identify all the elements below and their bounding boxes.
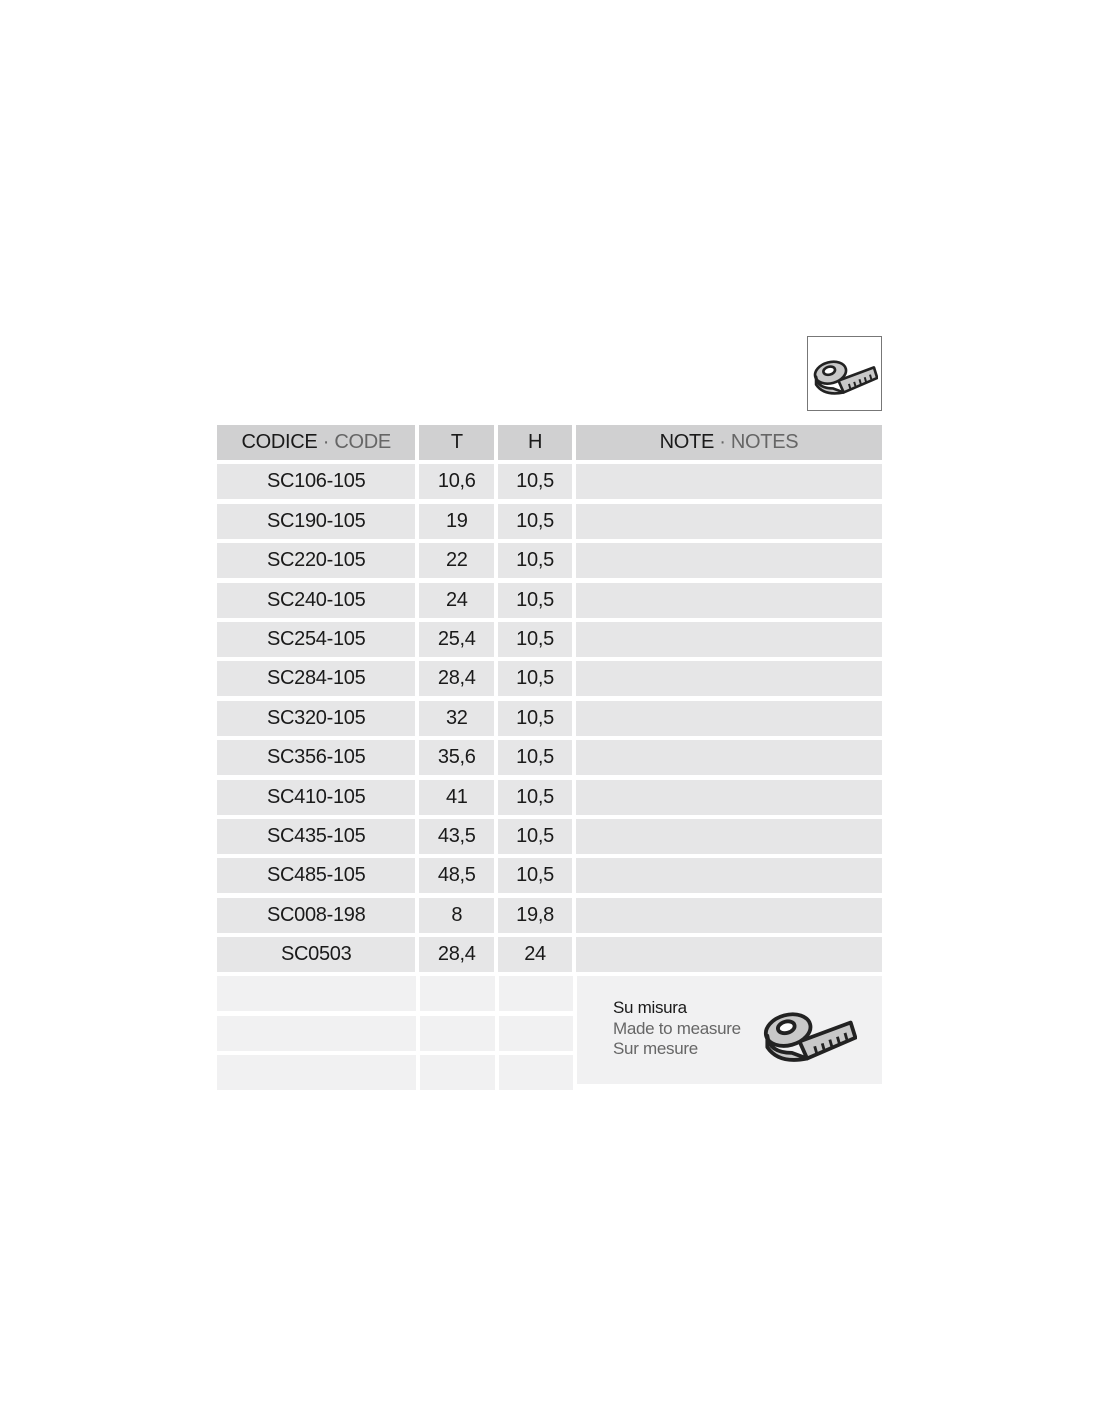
cell-note	[575, 700, 882, 736]
empty-row	[217, 976, 577, 1012]
empty-row	[217, 1055, 577, 1091]
cell-code	[217, 1015, 416, 1051]
cell-code: SC356-105	[217, 740, 416, 776]
cell-h	[499, 1055, 573, 1091]
table-row: SC240-105 24 10,5	[217, 582, 882, 618]
header-code-en: CODE	[334, 431, 391, 453]
cell-code: SC485-105	[217, 858, 416, 894]
cell-h: 10,5	[498, 661, 572, 697]
cell-h: 10,5	[498, 740, 572, 776]
cell-t: 19	[419, 503, 495, 539]
separator: ·	[317, 431, 335, 453]
cell-note	[575, 740, 882, 776]
cell-t: 48,5	[419, 858, 495, 894]
cell-code: SC320-105	[217, 700, 416, 736]
cell-note	[575, 464, 882, 500]
cell-t	[420, 1015, 495, 1051]
cell-code: SC284-105	[217, 661, 416, 697]
cell-t: 28,4	[419, 937, 495, 973]
cell-code: SC0503	[217, 937, 416, 973]
header-code: CODICE · CODE	[217, 425, 416, 460]
cell-code: SC240-105	[217, 582, 416, 618]
cell-t	[420, 976, 495, 1012]
table-row: SC190-105 19 10,5	[217, 503, 882, 539]
cell-t: 24	[419, 582, 495, 618]
cell-h: 10,5	[498, 582, 572, 618]
measuring-tape-icon	[807, 336, 882, 411]
header-notes-en: NOTES	[730, 431, 799, 453]
cell-h: 10,5	[498, 543, 572, 579]
cell-note	[575, 897, 882, 933]
table-row: SC0503 28,4 24	[217, 937, 882, 973]
cell-t: 25,4	[419, 621, 495, 657]
cell-h: 10,5	[498, 464, 572, 500]
cell-note	[575, 818, 882, 854]
cell-note	[575, 661, 882, 697]
header-notes-it: NOTE	[659, 431, 715, 453]
cell-h: 24	[498, 937, 572, 973]
cell-code: SC106-105	[217, 464, 416, 500]
cell-h: 10,5	[498, 779, 572, 815]
table-row: SC254-105 25,4 10,5	[217, 621, 882, 657]
header-h: H	[498, 425, 572, 460]
cell-h	[499, 976, 573, 1012]
header-notes: NOTE · NOTES	[575, 425, 882, 460]
table-header: CODICE · CODE T H NOTE · NOTES	[217, 425, 882, 460]
made-to-measure-it: Su misura	[613, 998, 687, 1018]
table-row: SC220-105 22 10,5	[217, 543, 882, 579]
cell-h: 19,8	[498, 897, 572, 933]
measuring-tape-icon	[761, 996, 858, 1073]
cell-t: 8	[419, 897, 495, 933]
table-row: SC284-105 28,4 10,5	[217, 661, 882, 697]
table-row: SC410-105 41 10,5	[217, 779, 882, 815]
cell-h: 10,5	[498, 503, 572, 539]
table-row: SC106-105 10,6 10,5	[217, 464, 882, 500]
cell-note	[575, 621, 882, 657]
table-row: SC008-198 8 19,8	[217, 897, 882, 933]
cell-t: 35,6	[419, 740, 495, 776]
cell-t: 41	[419, 779, 495, 815]
separator: ·	[714, 431, 731, 453]
cell-code: SC190-105	[217, 503, 416, 539]
header-t: T	[419, 425, 495, 460]
cell-code: SC008-198	[217, 897, 416, 933]
made-to-measure-en: Made to measure	[613, 1018, 741, 1038]
cell-t: 10,6	[419, 464, 495, 500]
product-table: CODICE · CODE T H NOTE · NOTES SC106-105…	[217, 425, 882, 1091]
cell-note	[575, 503, 882, 539]
cell-code: SC435-105	[217, 818, 416, 854]
table-row: SC320-105 32 10,5	[217, 700, 882, 736]
cell-h	[499, 1015, 573, 1051]
cell-code	[217, 1055, 416, 1091]
made-to-measure-cell: Su misura Made to measure Sur mesure	[577, 976, 882, 1085]
cell-h: 10,5	[498, 700, 572, 736]
table-row: SC356-105 35,6 10,5	[217, 740, 882, 776]
cell-note	[575, 543, 882, 579]
table-row: SC435-105 43,5 10,5	[217, 818, 882, 854]
cell-t: 22	[419, 543, 495, 579]
cell-t: 28,4	[419, 661, 495, 697]
made-to-measure-section: Su misura Made to measure Sur mesure	[217, 976, 882, 1091]
cell-h: 10,5	[498, 858, 572, 894]
cell-h: 10,5	[498, 818, 572, 854]
cell-note	[575, 779, 882, 815]
cell-code	[217, 976, 416, 1012]
cell-note	[575, 937, 882, 973]
made-to-measure-fr: Sur mesure	[613, 1039, 698, 1059]
cell-t: 43,5	[419, 818, 495, 854]
cell-h: 10,5	[498, 621, 572, 657]
cell-code: SC220-105	[217, 543, 416, 579]
cell-t	[420, 1055, 495, 1091]
cell-note	[575, 858, 882, 894]
table-row: SC485-105 48,5 10,5	[217, 858, 882, 894]
cell-t: 32	[419, 700, 495, 736]
empty-row	[217, 1015, 577, 1051]
cell-note	[575, 582, 882, 618]
cell-code: SC254-105	[217, 621, 416, 657]
header-code-it: CODICE	[241, 431, 318, 453]
cell-code: SC410-105	[217, 779, 416, 815]
